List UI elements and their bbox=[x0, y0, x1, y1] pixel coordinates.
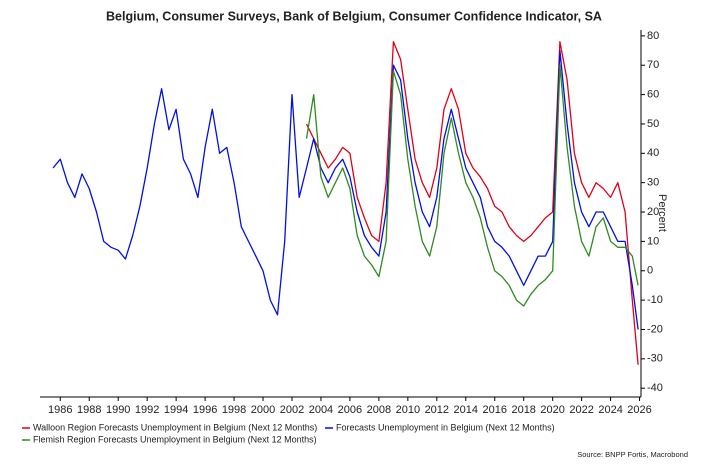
legend-label: Forecasts Unemployment in Belgium (Next … bbox=[336, 422, 555, 432]
y-tick-label: 60 bbox=[647, 88, 659, 100]
x-tick-label: 1994 bbox=[164, 404, 188, 416]
y-tick-label: 0 bbox=[647, 265, 653, 277]
x-tick-label: 2006 bbox=[338, 404, 362, 416]
x-tick-label: 2000 bbox=[251, 404, 275, 416]
y-tick-label: 80 bbox=[647, 30, 659, 42]
x-tick-label: 1990 bbox=[106, 404, 130, 416]
y-tick-label: 70 bbox=[647, 59, 659, 71]
x-tick-label: 2018 bbox=[511, 404, 535, 416]
y-tick-label: 50 bbox=[647, 118, 659, 130]
x-tick-label: 2026 bbox=[627, 404, 651, 416]
x-tick-label: 2004 bbox=[309, 404, 333, 416]
y-tick-label: -30 bbox=[647, 353, 663, 365]
y-tick-label: -10 bbox=[647, 294, 663, 306]
y-tick-label: 30 bbox=[647, 177, 659, 189]
x-tick-label: 1998 bbox=[222, 404, 246, 416]
y-tick-label: -20 bbox=[647, 323, 663, 335]
x-tick-label: 2016 bbox=[482, 404, 506, 416]
x-tick-label: 2022 bbox=[569, 404, 593, 416]
y-tick-label: -40 bbox=[647, 382, 663, 394]
x-tick-label: 2012 bbox=[425, 404, 449, 416]
y-tick-label: 10 bbox=[647, 235, 659, 247]
x-tick-label: 2020 bbox=[540, 404, 564, 416]
series-line bbox=[305, 64, 639, 307]
y-tick-label: 20 bbox=[647, 206, 659, 218]
legend-label: Walloon Region Forecasts Unemployment in… bbox=[33, 422, 317, 432]
x-tick-label: 1992 bbox=[135, 404, 159, 416]
series-line bbox=[52, 49, 639, 330]
x-tick-label: 2008 bbox=[367, 404, 391, 416]
y-axis-label: Percent bbox=[656, 194, 668, 232]
x-tick-label: 2024 bbox=[598, 404, 622, 416]
y-tick-label: 40 bbox=[647, 147, 659, 159]
x-tick-label: 1986 bbox=[48, 404, 72, 416]
legend-label: Flemish Region Forecasts Unemployment in… bbox=[33, 434, 317, 444]
source: Source: BNPP Fortis, Macrobond bbox=[577, 450, 688, 459]
x-tick-label: 2010 bbox=[396, 404, 420, 416]
x-tick-label: 2002 bbox=[280, 404, 304, 416]
x-tick-label: 2014 bbox=[454, 404, 478, 416]
x-tick-label: 1996 bbox=[193, 404, 217, 416]
series-line bbox=[305, 41, 639, 365]
chart-title: Belgium, Consumer Surveys, Bank of Belgi… bbox=[106, 9, 602, 23]
x-tick-label: 1988 bbox=[77, 404, 101, 416]
